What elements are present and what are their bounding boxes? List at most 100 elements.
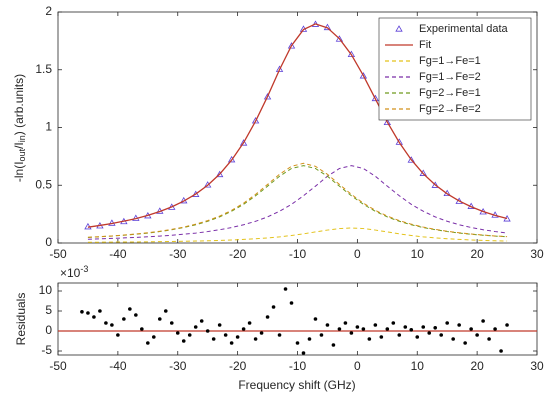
x-tick-label: -50 [49, 247, 67, 261]
label-part: ) (arb.units) [12, 74, 26, 135]
data-point [157, 317, 162, 321]
label-part: /I [12, 142, 26, 149]
data-marker [371, 94, 380, 102]
data-point [92, 315, 96, 319]
x-tick-label: -10 [289, 359, 307, 373]
legend-label: Experimental data [419, 23, 509, 35]
data-point [427, 331, 432, 335]
data-point [409, 328, 414, 332]
label-part: out [17, 148, 27, 161]
x-tick-label: -50 [49, 359, 67, 373]
data-marker [239, 139, 248, 146]
data-point [253, 337, 258, 341]
data-point [235, 335, 240, 339]
data-point [122, 317, 126, 321]
data-point [277, 333, 282, 337]
data-point [307, 337, 312, 341]
x-tick-label: -30 [169, 247, 187, 261]
data-point [481, 319, 485, 323]
data-point [146, 341, 150, 345]
data-point [80, 310, 84, 314]
data-point [475, 333, 479, 337]
scale-base: ×10 [60, 266, 81, 280]
data-marker [407, 156, 415, 163]
data-point [367, 337, 372, 341]
data-marker [383, 118, 392, 126]
data-point [217, 323, 222, 327]
data-point [355, 325, 360, 329]
y-tick-label: 10 [39, 283, 53, 297]
data-point [397, 333, 402, 337]
data-marker [347, 50, 356, 57]
legend-label: Fg=2→Fe=2 [419, 103, 481, 115]
data-point [487, 337, 491, 341]
data-marker [263, 92, 272, 100]
data-marker [287, 42, 296, 49]
data-marker [359, 72, 368, 79]
label-part: -ln(I [12, 161, 26, 182]
data-point [241, 327, 246, 331]
data-point [128, 307, 132, 311]
data-point [175, 331, 180, 335]
series-line [87, 162, 508, 238]
data-point [134, 313, 138, 317]
data-point [211, 337, 216, 341]
data-point [451, 337, 455, 341]
scale-exponent: -3 [80, 264, 88, 274]
data-point [116, 333, 120, 337]
y-scale-label: ×10-3 [60, 264, 88, 280]
legend-label: Fg=1→Fe=1 [419, 55, 481, 67]
data-marker [395, 138, 403, 145]
data-point [391, 321, 396, 325]
x-tick-label: -10 [289, 247, 307, 261]
data-point [403, 325, 408, 329]
data-point [433, 326, 438, 330]
data-point [373, 323, 378, 327]
data-point [499, 349, 503, 353]
data-marker [275, 65, 284, 72]
data-point [193, 325, 198, 329]
data-point [163, 309, 168, 313]
y-tick-label: 0 [45, 235, 52, 249]
legend-marker [395, 25, 403, 32]
data-marker [335, 35, 344, 42]
data-point [205, 329, 210, 333]
data-point [199, 319, 204, 323]
data-point [343, 321, 348, 325]
legend-label: Fg=1→Fe=2 [419, 71, 481, 83]
data-point [140, 327, 144, 331]
label-part: in [17, 135, 27, 142]
x-tick-label: -40 [109, 247, 127, 261]
data-point [493, 327, 497, 331]
x-tick-label: 0 [354, 247, 361, 261]
x-tick-label: 10 [411, 359, 425, 373]
data-point [169, 321, 174, 325]
data-point [301, 351, 306, 355]
x-tick-label: -20 [229, 247, 247, 261]
x-tick-label: -20 [229, 359, 247, 373]
x-tick-label: 30 [530, 247, 544, 261]
data-point [181, 339, 186, 343]
data-marker [455, 197, 463, 204]
data-point [265, 315, 270, 319]
y-tick-label: 0 [45, 323, 52, 337]
y-tick-label: -5 [41, 343, 52, 357]
data-point [283, 287, 288, 291]
data-marker [419, 169, 427, 176]
series-line [87, 23, 508, 228]
x-tick-label: 30 [530, 359, 544, 373]
y-tick-label: 5 [45, 303, 52, 317]
legend-label: Fg=2→Fe=1 [419, 87, 481, 99]
data-point [325, 323, 330, 327]
y-tick-label: 1.5 [35, 62, 52, 76]
data-point [505, 323, 509, 327]
data-point [247, 321, 252, 325]
data-point [271, 305, 276, 309]
data-point [110, 323, 114, 327]
data-point [385, 327, 390, 331]
data-point [98, 309, 102, 313]
x-axis-label: Frequency shift (GHz) [238, 378, 355, 392]
data-point [259, 331, 264, 335]
